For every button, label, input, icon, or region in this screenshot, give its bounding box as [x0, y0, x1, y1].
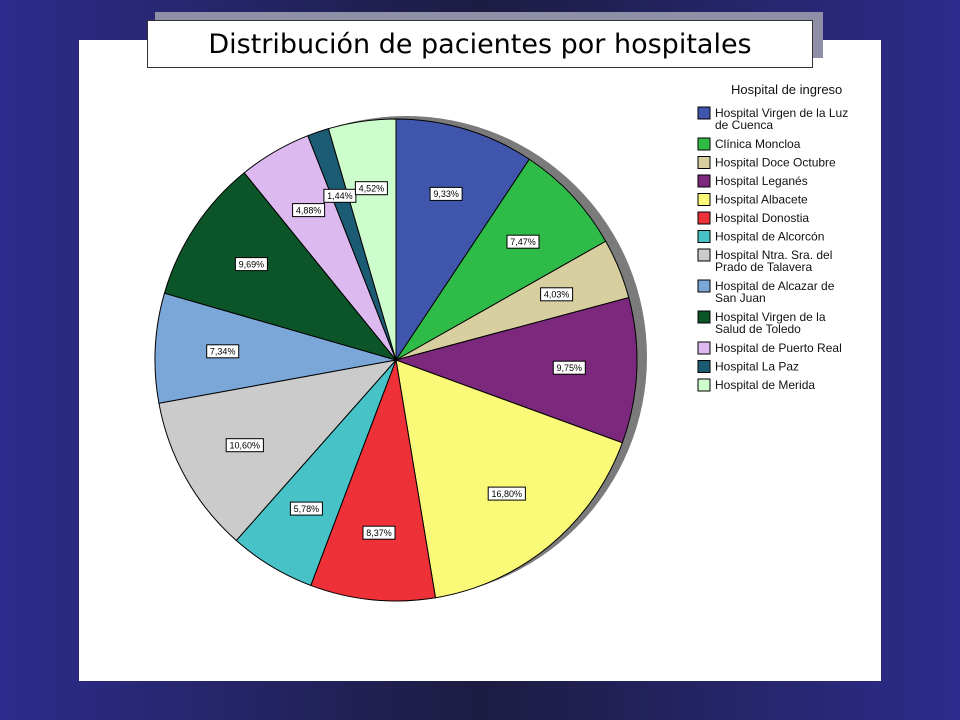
svg-text:8,37%: 8,37%: [366, 528, 392, 538]
svg-text:16,80%: 16,80%: [492, 489, 523, 499]
legend-label: de Cuenca: [715, 118, 773, 132]
page-title: Distribución de pacientes por hospitales: [208, 28, 752, 60]
legend-item: Hospital La Paz: [697, 360, 799, 374]
legend-item: Hospital de Puerto Real: [697, 341, 842, 355]
pie-slice: [158, 359, 398, 542]
legend-item: Hospital Leganés: [697, 174, 808, 188]
legend-label: Hospital Virgen de la Luz: [715, 106, 848, 120]
legend-item: Hospital Donostia: [697, 211, 809, 225]
svg-text:4,88%: 4,88%: [296, 205, 322, 215]
pie-slice: [395, 359, 623, 599]
legend-swatch: [697, 193, 711, 206]
svg-text:5,78%: 5,78%: [294, 504, 320, 514]
legend-swatch: [697, 211, 711, 225]
svg-text:9,69%: 9,69%: [239, 259, 265, 269]
svg-text:9,33%: 9,33%: [433, 189, 459, 199]
legend-swatch: [697, 341, 711, 355]
legend-swatch: [697, 310, 711, 324]
svg-text:4,03%: 4,03%: [544, 290, 570, 300]
svg-text:7,47%: 7,47%: [510, 237, 536, 247]
legend-swatch: [697, 230, 711, 243]
slice-label: 9,33%: [429, 186, 463, 201]
svg-text:10,60%: 10,60%: [230, 440, 261, 450]
legend-label: Hospital de Puerto Real: [715, 341, 842, 355]
svg-text:1,44%: 1,44%: [327, 191, 353, 201]
legend-label: Hospital Leganés: [715, 174, 808, 188]
slice-label: 10,60%: [225, 438, 264, 453]
legend-swatch: [697, 360, 711, 373]
slice-label: 16,80%: [487, 486, 526, 501]
legend-label: Hospital de Alcorcón: [715, 230, 824, 244]
legend-label: Hospital de Merida: [715, 378, 815, 392]
pie-slice: [394, 296, 638, 444]
legend-label: Hospital La Paz: [715, 360, 799, 374]
legend-label: Hospital Virgen de la: [715, 310, 826, 324]
legend-label: Hospital Doce Octubre: [715, 156, 836, 170]
legend-label: Hospital Albacete: [715, 193, 808, 207]
slice-label: 7,47%: [506, 234, 540, 249]
legend-title: Hospital de ingreso: [731, 82, 842, 97]
legend: Hospital de ingreso Hospital Virgen de la…: [697, 82, 848, 392]
legend-swatch: [697, 174, 711, 188]
pie-slice: [327, 118, 397, 361]
svg-text:7,34%: 7,34%: [210, 347, 236, 357]
legend-swatch: [697, 279, 711, 293]
svg-text:4,52%: 4,52%: [359, 183, 385, 193]
legend-swatch: [697, 137, 711, 151]
pie-slice: [154, 292, 397, 404]
legend-label: Hospital Donostia: [715, 211, 809, 225]
legend-swatch: [697, 378, 711, 392]
svg-text:9,75%: 9,75%: [557, 363, 583, 373]
slice-label: 4,88%: [292, 203, 326, 218]
legend-item: Hospital Albacete: [697, 193, 808, 207]
legend-label: Salud de Toledo: [715, 322, 801, 336]
pie-slice: [395, 118, 531, 362]
title-box: Distribución de pacientes por hospitales: [147, 20, 813, 68]
pie-slice: [310, 358, 437, 602]
slice-label: 9,69%: [234, 257, 268, 272]
slice-label: 4,52%: [354, 181, 388, 196]
legend-item: Clínica Moncloa: [697, 137, 801, 151]
legend-label: Hospital de Alcazar de: [715, 279, 835, 293]
legend-item: Hospital de Merida: [697, 378, 815, 392]
legend-label: Clínica Moncloa: [715, 137, 801, 151]
slice-label: 1,44%: [323, 188, 357, 203]
legend-label: Hospital Ntra. Sra. del: [715, 248, 832, 262]
legend-swatch: [697, 248, 711, 262]
legend-item: Hospital Doce Octubre: [697, 156, 836, 170]
pie-slice: [163, 172, 398, 361]
legend-label: San Juan: [715, 291, 766, 305]
slice-label: 9,75%: [552, 360, 586, 375]
pie-slice: [395, 158, 607, 361]
slice-label: 4,03%: [540, 287, 574, 302]
legend-label: Prado de Talavera: [715, 260, 813, 274]
slice-label: 7,34%: [206, 344, 240, 359]
slice-label: 5,78%: [289, 501, 323, 516]
legend-swatch: [697, 106, 711, 120]
legend-item: Hospital de Alcorcón: [697, 230, 824, 244]
legend-swatch: [697, 156, 711, 169]
slice-label: 8,37%: [362, 525, 396, 540]
